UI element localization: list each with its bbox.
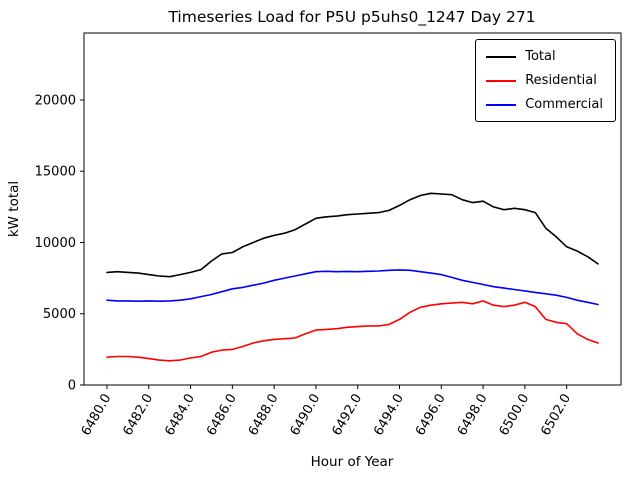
legend-item-total: Total [486,49,603,64]
residential-line-swatch [486,79,517,82]
svg-text:6498.0: 6498.0 [455,392,491,439]
svg-text:6492.0: 6492.0 [329,392,365,439]
total-line-swatch [486,55,517,58]
svg-text:6480.0: 6480.0 [79,392,115,439]
legend-label-commercial: Commercial [525,97,603,112]
svg-text:20000: 20000 [35,93,76,108]
x-axis-label: Hour of Year [311,454,394,470]
legend-label-total: Total [525,49,556,64]
y-axis-label: kW total [6,181,22,237]
commercial-line-swatch [486,103,517,106]
svg-text:10000: 10000 [35,236,76,251]
svg-text:6500.0: 6500.0 [497,392,533,439]
svg-text:15000: 15000 [35,165,76,180]
legend-label-residential: Residential [525,73,597,88]
svg-text:6484.0: 6484.0 [162,392,198,439]
svg-text:6490.0: 6490.0 [288,392,324,439]
svg-text:6494.0: 6494.0 [371,392,407,439]
legend-item-commercial: Commercial [486,97,603,112]
svg-text:5000: 5000 [43,307,76,322]
svg-text:6482.0: 6482.0 [120,392,156,439]
svg-text:0: 0 [68,379,76,394]
svg-text:6502.0: 6502.0 [538,392,574,439]
chart-title: Timeseries Load for P5U p5uhs0_1247 Day … [167,8,535,27]
svg-text:6488.0: 6488.0 [246,392,282,439]
legend-item-residential: Residential [486,73,603,88]
legend: Total Residential Commercial [475,39,616,122]
svg-text:6486.0: 6486.0 [204,392,240,439]
svg-text:6496.0: 6496.0 [413,392,449,439]
